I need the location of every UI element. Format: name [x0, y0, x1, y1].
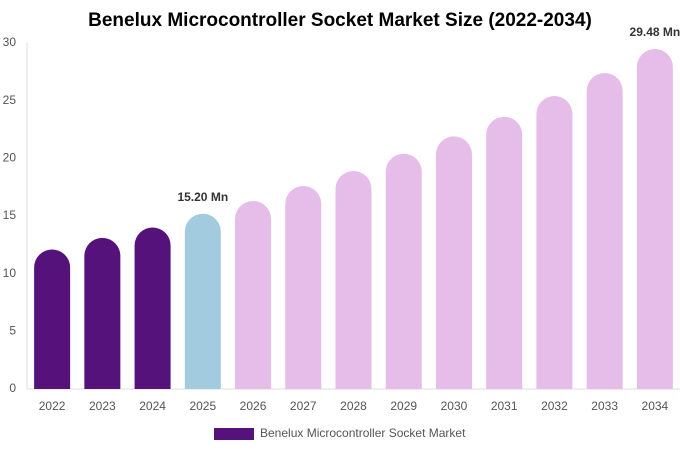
bar: [486, 116, 523, 389]
bar: [586, 72, 623, 389]
bar: [84, 237, 121, 389]
value-label: 29.48 Mn: [630, 25, 680, 39]
x-tick-label: 2023: [89, 399, 116, 413]
bar: [536, 96, 573, 389]
bar: [335, 171, 372, 389]
x-tick-label: 2032: [541, 399, 568, 413]
x-tick-label: 2028: [340, 399, 367, 413]
y-tick-label: 5: [9, 324, 16, 338]
bar: [385, 153, 422, 389]
value-label: 15.20 Mn: [177, 190, 228, 204]
bar: [134, 227, 171, 389]
legend-label: Benelux Microcontroller Socket Market: [260, 426, 466, 440]
bar: [435, 136, 472, 389]
y-tick-label: 20: [3, 151, 17, 165]
y-tick-label: 10: [3, 266, 17, 280]
y-tick-label: 0: [9, 381, 16, 395]
x-tick-label: 2025: [189, 399, 216, 413]
legend-swatch: [214, 428, 254, 440]
bar: [34, 249, 71, 389]
x-tick-label: 2029: [390, 399, 417, 413]
y-tick-label: 15: [3, 208, 17, 222]
y-tick-label: 30: [3, 35, 17, 49]
x-tick-label: 2024: [139, 399, 166, 413]
x-tick-label: 2033: [591, 399, 618, 413]
bar: [235, 201, 272, 389]
x-tick-label: 2030: [441, 399, 468, 413]
x-tick-label: 2034: [642, 399, 669, 413]
x-tick-label: 2031: [491, 399, 518, 413]
x-tick-label: 2027: [290, 399, 317, 413]
bar: [285, 186, 322, 389]
x-tick-label: 2022: [39, 399, 66, 413]
y-tick-label: 25: [3, 93, 17, 107]
x-tick-label: 2026: [240, 399, 267, 413]
bar: [184, 213, 221, 389]
bar: [636, 48, 673, 390]
chart-title: Benelux Microcontroller Socket Market Si…: [88, 10, 592, 31]
